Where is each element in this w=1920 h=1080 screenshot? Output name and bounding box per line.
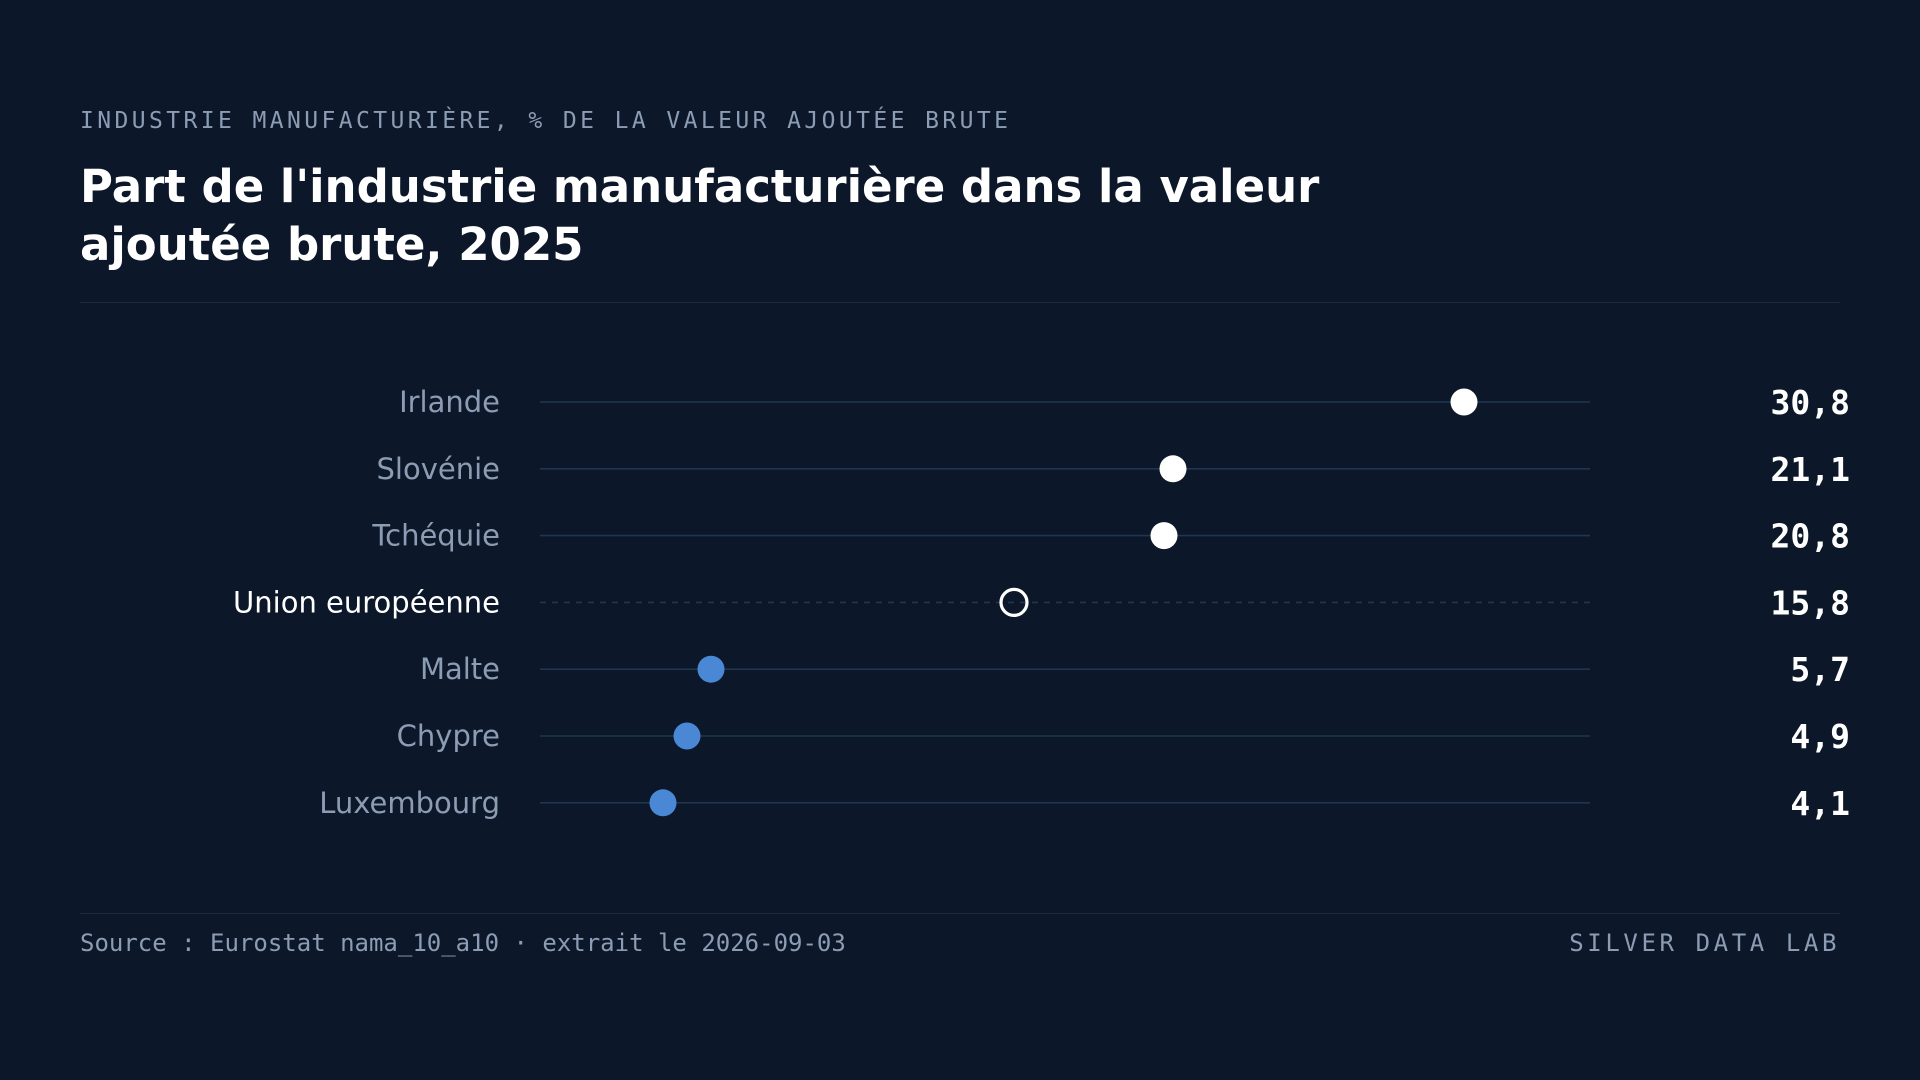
chart-row: Union européenne 15,8 bbox=[233, 583, 1850, 622]
chart-kicker: INDUSTRIE MANUFACTURIÈRE, % DE LA VALEUR… bbox=[80, 108, 1012, 134]
chart-row: Luxembourg 4,1 bbox=[319, 784, 1850, 823]
category-label: Tchéquie bbox=[371, 519, 500, 553]
value-label: 4,1 bbox=[1790, 784, 1850, 823]
value-label: 4,9 bbox=[1790, 717, 1850, 756]
header-divider bbox=[80, 302, 1840, 303]
chart-row: Irlande 30,8 bbox=[399, 383, 1850, 422]
category-label: Slovénie bbox=[377, 452, 501, 486]
category-label: Irlande bbox=[399, 385, 500, 419]
category-label: Malte bbox=[420, 652, 500, 686]
chart-title: Part de l'industrie manufacturière dans … bbox=[80, 160, 1320, 271]
category-label: Chypre bbox=[397, 719, 500, 753]
reference-data-point bbox=[999, 587, 1029, 618]
footer-divider bbox=[80, 913, 1840, 914]
value-label: 5,7 bbox=[1790, 650, 1850, 689]
chart-row: Slovénie 21,1 bbox=[377, 450, 1851, 489]
chart-row: Chypre 4,9 bbox=[397, 717, 1850, 756]
brand-label: SILVER DATA LAB bbox=[1569, 929, 1840, 957]
value-label: 21,1 bbox=[1771, 450, 1850, 489]
data-point bbox=[697, 655, 725, 683]
value-label: 30,8 bbox=[1771, 383, 1850, 422]
data-point bbox=[1450, 388, 1478, 416]
value-label: 15,8 bbox=[1771, 583, 1850, 622]
value-label: 20,8 bbox=[1771, 517, 1850, 556]
data-point bbox=[1159, 455, 1187, 483]
category-label: Luxembourg bbox=[319, 786, 500, 820]
data-point bbox=[673, 722, 701, 750]
chart-row: Tchéquie 20,8 bbox=[371, 517, 1850, 556]
chart-row: Malte 5,7 bbox=[420, 650, 1850, 689]
data-point bbox=[1150, 522, 1178, 550]
category-label: Union européenne bbox=[233, 585, 500, 619]
data-point bbox=[649, 789, 677, 817]
source-note: Source : Eurostat nama_10_a10 · extrait … bbox=[80, 929, 846, 957]
